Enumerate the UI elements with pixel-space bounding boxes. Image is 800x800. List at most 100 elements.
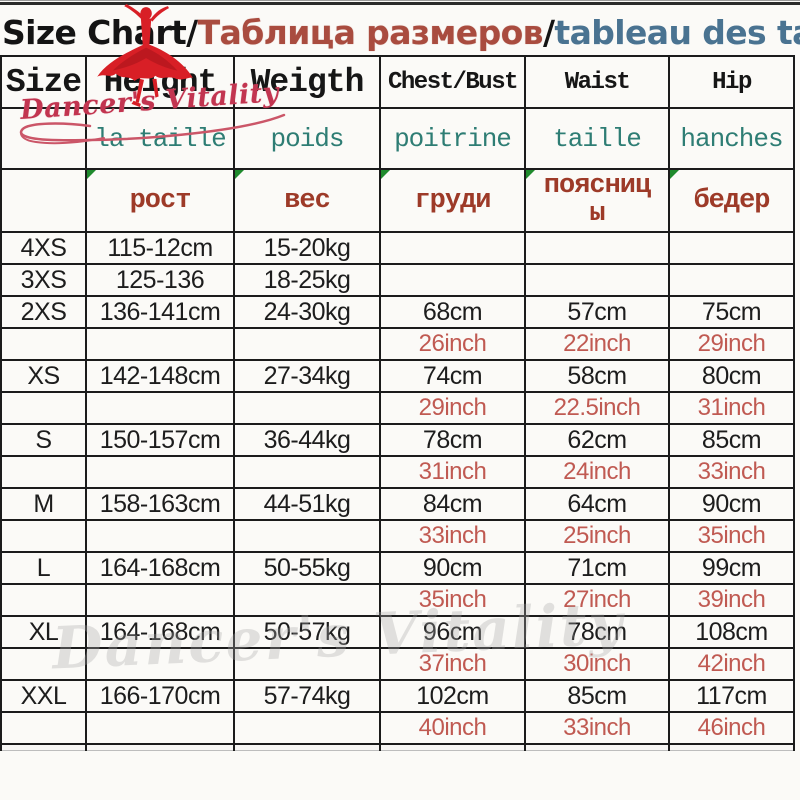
table-cell: 31inch [379,455,526,489]
table-cell: 24-30kg [233,295,381,329]
table-cell: 50-55kg [233,551,381,585]
table-cell [0,168,87,233]
table-cell [85,583,235,617]
table-cell [85,743,235,751]
table-cell: 164-168cm [85,551,235,585]
col-subheader-ru-label: рост [129,185,192,216]
col-subheader-fr-weight: poids [233,107,381,170]
table-cell [668,263,795,297]
table-cell: 90cm [379,551,526,585]
size-label: 4XS [0,231,87,265]
table-cell: 33inch [668,455,795,489]
table-cell: 31inch [668,391,795,425]
table-cell: 35inch [668,519,795,553]
table-cell: 84cm [379,487,526,521]
col-subheader-ru-label: вес [284,185,331,216]
table-cell: 85cm [524,679,670,713]
size-label: L [0,551,87,585]
table-cell: 30inch [524,647,670,681]
table-cell: 37inch [379,647,526,681]
table-cell: 27inch [524,583,670,617]
table-cell [0,583,87,617]
title-top-border [0,2,800,5]
table-cell: 80cm [668,359,795,393]
title-french: tableau des tailles [554,12,800,52]
col-subheader-ru-hip: бедер [668,168,795,233]
table-cell: 22inch [524,327,670,361]
comment-marker-icon [382,171,390,179]
table-row-xxl: XXL 166-170cm 57-74kg 102cm 85cm 117cm [0,679,795,713]
page-title: Size Chart/ Таблица размеров / tableau d… [2,8,800,56]
col-subheader-fr-hip: hanches [668,107,795,170]
table-cell: 85cm [668,423,795,457]
table-cell: 57cm [524,295,670,329]
comment-marker-icon [527,171,535,179]
col-header-size: Size [0,55,87,109]
table-row-m: M 158-163cm 44-51kg 84cm 64cm 90cm [0,487,795,521]
table-cell: 108cm [668,615,795,649]
table-cell: 39inch [668,583,795,617]
table-cell: 150-157cm [85,423,235,457]
table-cell: 24inch [524,455,670,489]
size-label: XL [0,615,87,649]
table-row-xs: XS 142-148cm 27-34kg 74cm 58cm 80cm [0,359,795,393]
table-cell: 74cm [379,359,526,393]
col-header-hip: Hip [668,55,795,109]
table-cell [85,391,235,425]
size-label: 2XS [0,295,87,329]
table-cell: 136-141cm [85,295,235,329]
col-subheader-ru-waist: поясниц ы [524,168,670,233]
table-row-2xs: 2XS 136-141cm 24-30kg 68cm 57cm 75cm [0,295,795,329]
title-english: Size Chart/ [2,12,198,52]
table-cell: 158-163cm [85,487,235,521]
table-cell: 64cm [524,487,670,521]
col-header-height: Height [85,55,235,109]
table-cell [233,391,381,425]
table-cell: 42inch [668,647,795,681]
header-row-english: Size Height Weigth Chest/Bust Waist Hip [0,55,795,109]
table-cell: 90cm [668,487,795,521]
table-cell [85,327,235,361]
table-cell: 78cm [379,423,526,457]
col-header-chest: Chest/Bust [379,55,526,109]
title-separator: / [542,12,555,52]
table-cell: 25inch [524,519,670,553]
table-cell [524,231,670,265]
header-row-french: la taille poids poitrine taille hanches [0,107,795,170]
table-row-s-inch: 31inch 24inch 33inch [0,455,795,489]
table-cell [668,231,795,265]
table-cell [0,391,87,425]
table-cell: 50-57kg [233,615,381,649]
table-cell [233,583,381,617]
table-cell: 115-12cm [85,231,235,265]
col-subheader-ru-label: поясниц ы [543,170,651,230]
table-cell: 142-148cm [85,359,235,393]
col-subheader-fr-height: la taille [85,107,235,170]
col-subheader-ru-height: рост [85,168,235,233]
size-label: 3XS [0,263,87,297]
table-cell: 46inch [668,711,795,745]
table-cell [0,107,87,170]
title-russian: Таблица размеров [197,12,544,52]
table-cell: 75cm [668,295,795,329]
comment-marker-icon [236,171,244,179]
table-cell [0,327,87,361]
table-row-4xs: 4XS 115-12cm 15-20kg [0,231,795,265]
comment-marker-icon [88,171,96,179]
table-cell: 27-34kg [233,359,381,393]
table-cell: 164-168cm [85,615,235,649]
comment-marker-icon [671,171,679,179]
table-cell [233,743,381,751]
col-subheader-ru-weight: вес [233,168,381,233]
table-cell: 68cm [379,295,526,329]
table-cell [524,263,670,297]
table-cell: 99cm [668,551,795,585]
size-chart-table: Size Height Weigth Chest/Bust Waist Hip … [0,55,795,751]
table-row-2xs-inch: 26inch 22inch 29inch [0,327,795,361]
table-cell [85,519,235,553]
table-cell [85,647,235,681]
table-cell [233,327,381,361]
col-subheader-fr-waist: taille [524,107,670,170]
table-cell: 102cm [379,679,526,713]
table-cell: 29inch [379,391,526,425]
